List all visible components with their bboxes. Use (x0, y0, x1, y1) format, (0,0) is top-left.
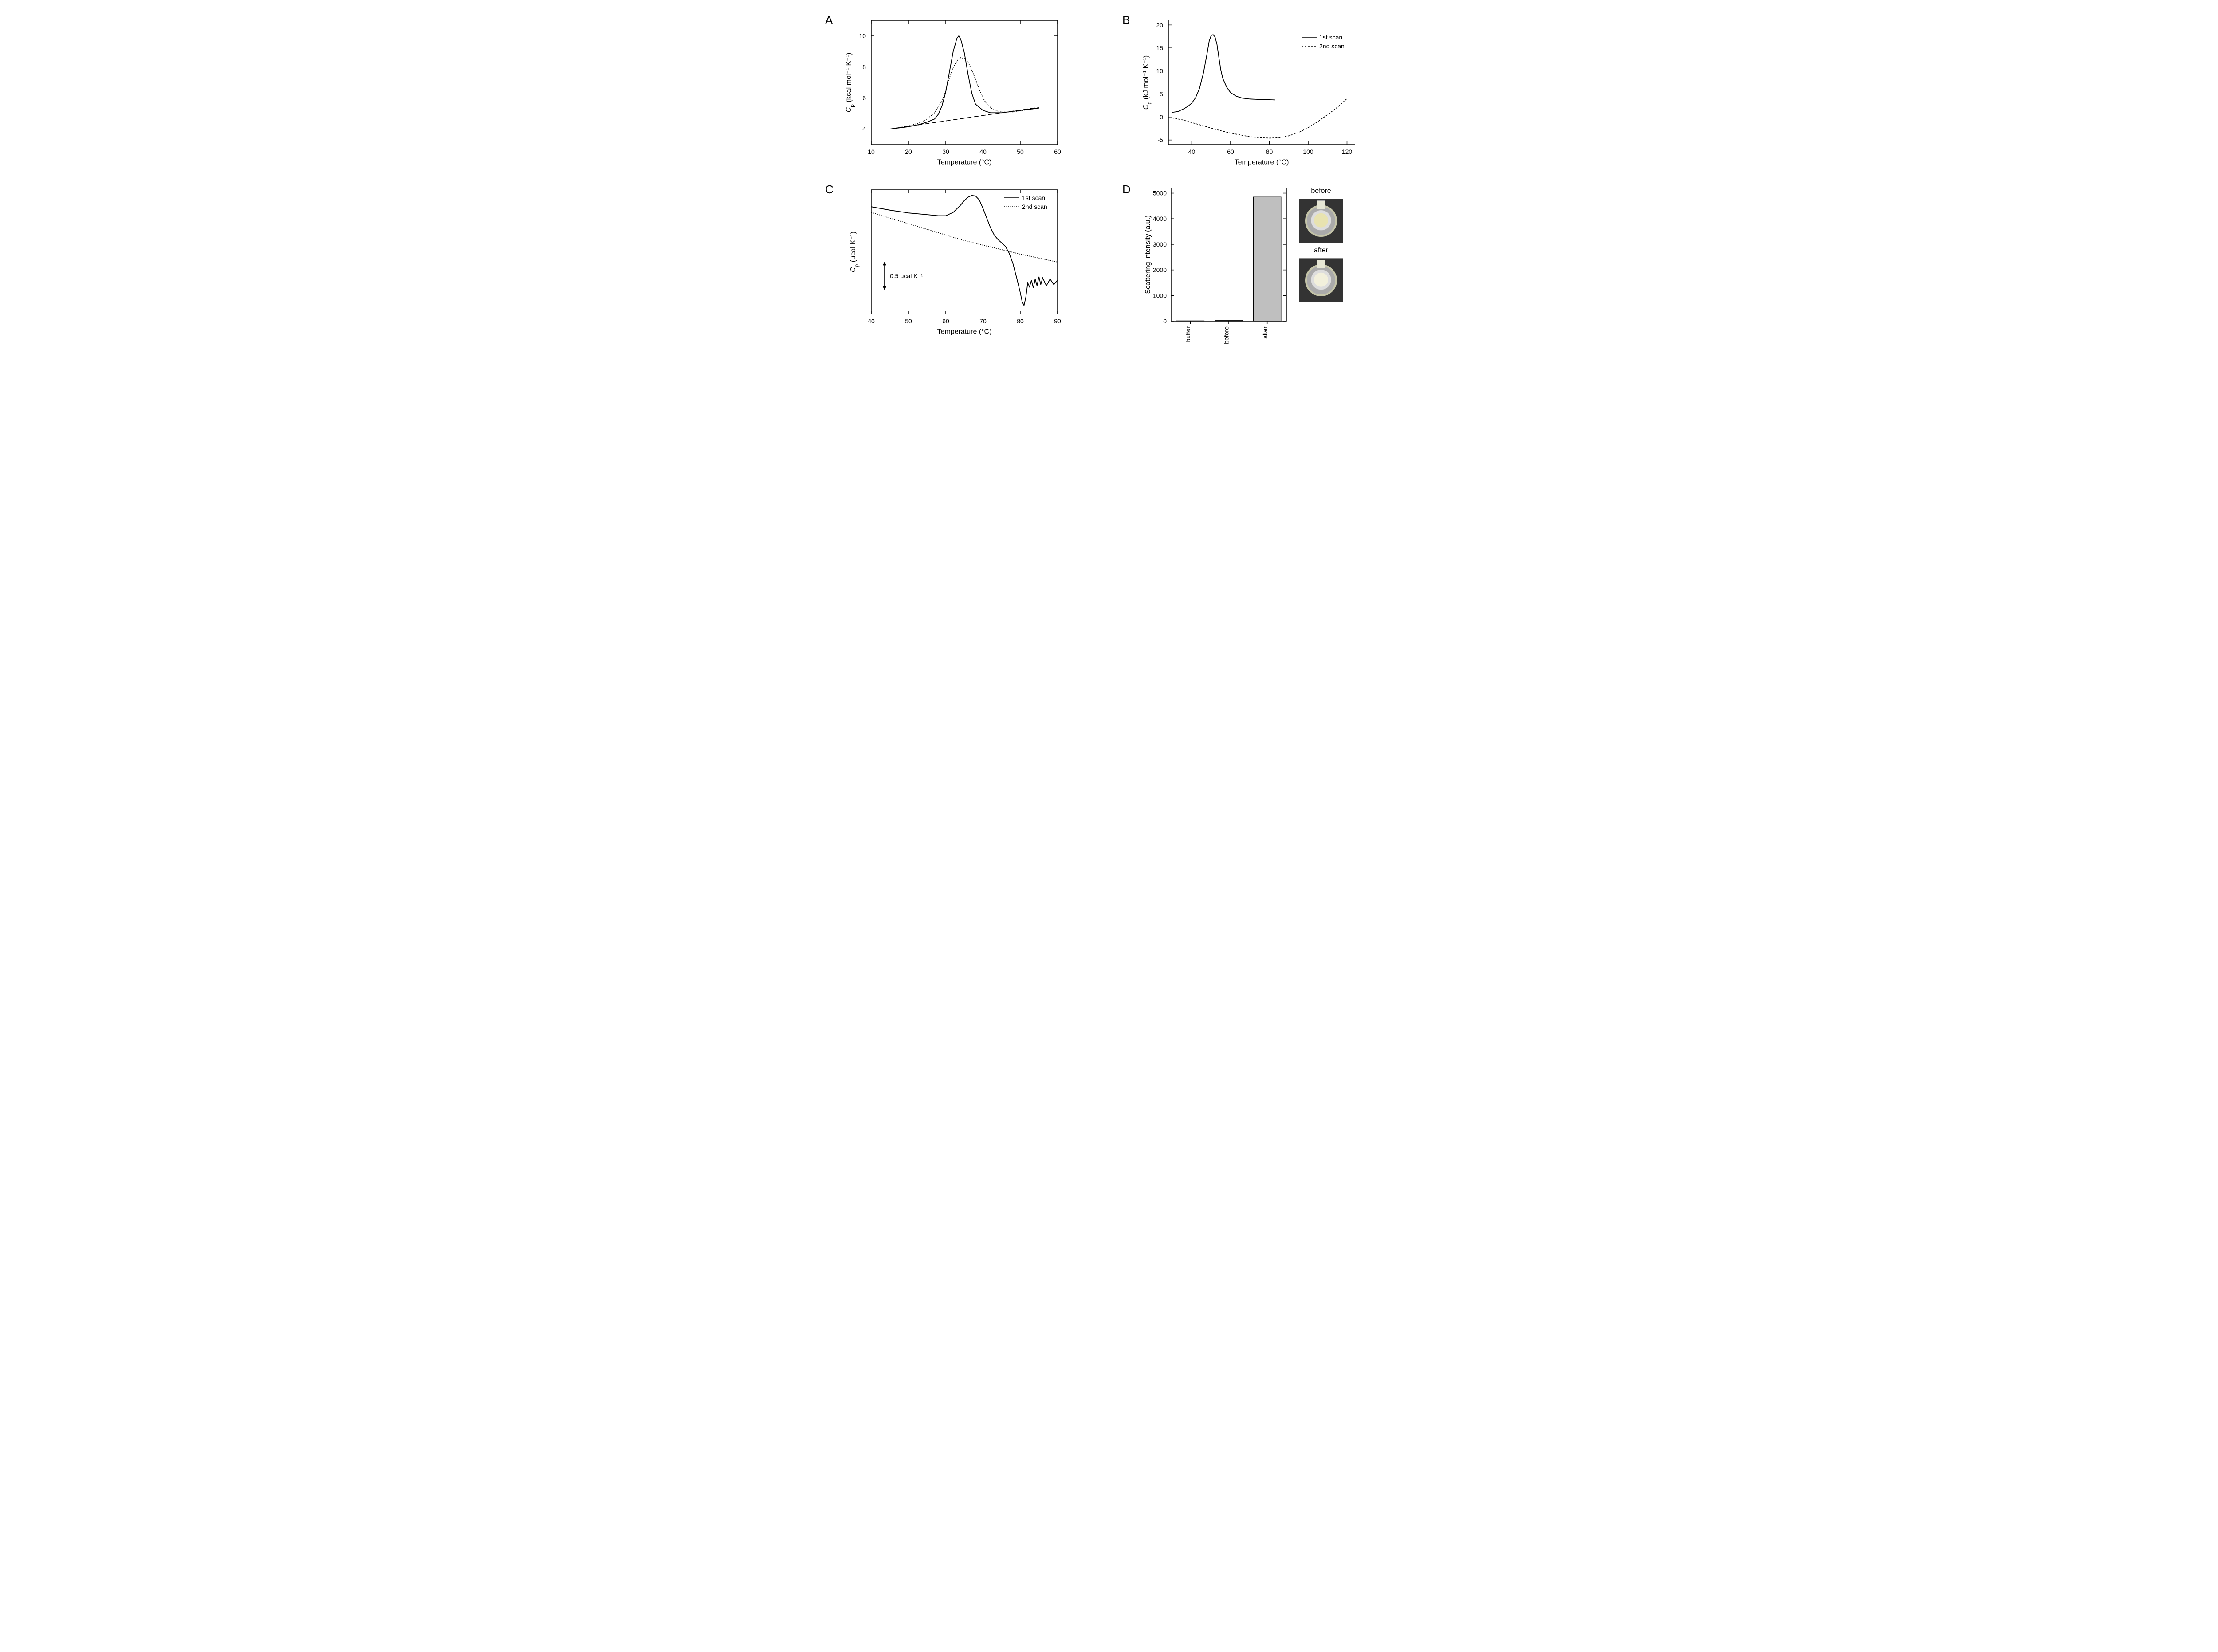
svg-text:Temperature (°C): Temperature (°C) (1235, 159, 1289, 166)
svg-text:40: 40 (868, 318, 875, 325)
photo-title-before: before (1299, 187, 1343, 195)
svg-text:30: 30 (942, 148, 949, 155)
svg-text:100: 100 (1303, 148, 1313, 155)
svg-text:2nd scan: 2nd scan (1022, 203, 1047, 210)
panel-label-D: D (1122, 183, 1131, 196)
chart-D: 0 1000 2000 3000 4000 5000 Scattering intensit… (1140, 183, 1291, 352)
svg-text:5: 5 (1160, 90, 1163, 98)
svg-text:10: 10 (1156, 67, 1163, 75)
svg-text:6: 6 (862, 94, 866, 102)
chart-wrap-D: 0 1000 2000 3000 4000 5000 Scattering intensit… (1140, 183, 1393, 352)
svg-text:50: 50 (1017, 148, 1024, 155)
photo-group: before after (1299, 187, 1343, 302)
svg-text:2000: 2000 (1153, 267, 1167, 274)
svg-text:10: 10 (859, 32, 866, 39)
chart-wrap-C: 40 50 60 70 80 90 Temperature (°C) Cp (μcal K⁻¹… (843, 183, 1096, 339)
svg-text:50: 50 (905, 318, 912, 325)
svg-text:70: 70 (979, 318, 987, 325)
panel-label-A: A (825, 13, 833, 27)
svg-text:Temperature (°C): Temperature (°C) (937, 328, 992, 336)
vial-after (1305, 264, 1337, 296)
svg-text:60: 60 (1227, 148, 1234, 155)
svg-text:120: 120 (1342, 148, 1353, 155)
svg-text:8: 8 (862, 63, 866, 71)
svg-text:60: 60 (942, 318, 949, 325)
svg-text:4000: 4000 (1153, 215, 1167, 222)
svg-text:5000: 5000 (1153, 190, 1167, 197)
panel-label-B: B (1122, 13, 1130, 27)
panel-B: B 40 60 80 100 120 -5 0 5 10 15 20 Temperature (°C)… (1122, 13, 1393, 169)
photo-before (1299, 199, 1343, 243)
svg-text:Cp (μcal K⁻¹): Cp (μcal K⁻¹) (849, 232, 860, 272)
svg-text:15: 15 (1156, 44, 1163, 51)
svg-text:-5: -5 (1158, 137, 1164, 144)
chart-wrap-B: 40 60 80 100 120 -5 0 5 10 15 20 Temperature (°C) Cp… (1140, 13, 1393, 169)
svg-text:1st scan: 1st scan (1319, 34, 1342, 41)
photo-after (1299, 258, 1343, 302)
svg-text:before: before (1223, 326, 1230, 344)
svg-text:Cp (kcal mol⁻¹ K⁻¹): Cp (kcal mol⁻¹ K⁻¹) (845, 53, 855, 113)
svg-text:80: 80 (1266, 148, 1273, 155)
svg-text:1st scan: 1st scan (1022, 194, 1045, 201)
figure-grid: A 10203040506046810Temperature (°C)Cp (k… (825, 13, 1393, 352)
svg-text:4: 4 (862, 126, 866, 133)
svg-text:0.5 μcal K⁻¹: 0.5 μcal K⁻¹ (890, 272, 923, 279)
chart-C: 40 50 60 70 80 90 Temperature (°C) Cp (μcal K⁻¹… (843, 183, 1063, 339)
svg-text:20: 20 (1156, 21, 1163, 28)
svg-text:2nd scan: 2nd scan (1319, 43, 1345, 50)
chart-A: 10 20 30 40 50 60 4 6 8 10 Temperature (°C) Cp (kca… (843, 13, 1063, 169)
svg-text:1000: 1000 (1153, 292, 1167, 299)
chart-B: 40 60 80 100 120 -5 0 5 10 15 20 Temperature (°C) Cp… (1140, 13, 1360, 169)
panel-label-C: C (825, 183, 834, 196)
svg-text:Cp (kJ mol⁻¹ K⁻¹): Cp (kJ mol⁻¹ K⁻¹) (1142, 55, 1152, 110)
svg-text:80: 80 (1017, 318, 1024, 325)
svg-text:90: 90 (1054, 318, 1061, 325)
svg-text:10: 10 (868, 148, 875, 155)
svg-text:20: 20 (905, 148, 912, 155)
svg-text:0: 0 (1163, 318, 1167, 325)
panel-D: D 0 1000 2000 3000 4000 5000 Scattering intens… (1122, 183, 1393, 352)
chart-wrap-A: 10 20 30 40 50 60 4 6 8 10 Temperature (°C) Cp (kca… (843, 13, 1096, 169)
svg-text:Temperature (°C): Temperature (°C) (937, 159, 992, 166)
panel-C: C 40 50 60 70 80 90 Temperature (°C) Cp (μcal K… (825, 183, 1096, 352)
svg-text:buffer: buffer (1184, 326, 1192, 342)
svg-text:40: 40 (1188, 148, 1196, 155)
svg-text:40: 40 (979, 148, 987, 155)
photo-title-after: after (1299, 247, 1343, 255)
panel-A: A 10 20 30 40 50 60 4 6 8 10 Temperature (°C) Cp (k… (825, 13, 1096, 169)
svg-text:Scattering intensity (a.u.): Scattering intensity (a.u.) (1144, 216, 1152, 294)
svg-text:after: after (1261, 326, 1268, 339)
svg-text:60: 60 (1054, 148, 1061, 155)
vial-before (1305, 205, 1337, 237)
svg-text:0: 0 (1160, 114, 1163, 121)
svg-text:3000: 3000 (1153, 241, 1167, 248)
